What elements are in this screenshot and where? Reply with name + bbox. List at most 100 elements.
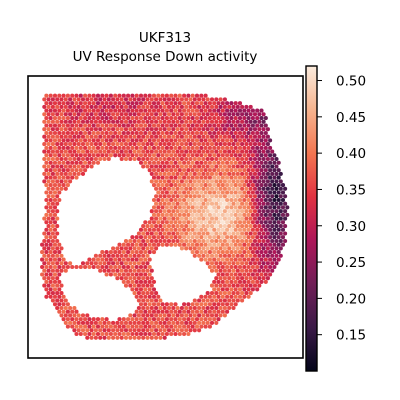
spot (207, 317, 212, 322)
spot (268, 153, 273, 158)
spot (184, 164, 189, 169)
spot (197, 238, 202, 244)
spot (80, 142, 86, 147)
spot (255, 287, 260, 292)
spot (156, 123, 161, 128)
spot (240, 216, 245, 221)
spot (68, 156, 73, 162)
spot (78, 324, 83, 329)
spot (225, 212, 230, 217)
spot (201, 127, 206, 132)
spot (158, 320, 163, 325)
spot (222, 142, 227, 147)
spot (50, 298, 55, 303)
spot (130, 130, 135, 136)
spot (173, 183, 178, 188)
spot (44, 197, 49, 203)
spot (240, 171, 245, 176)
spot (177, 93, 182, 98)
spot (130, 287, 135, 292)
spot (158, 134, 163, 139)
spot (175, 179, 180, 184)
spot (91, 153, 96, 158)
colorbar-tick-label: 0.15 (336, 328, 366, 344)
spot (63, 313, 68, 318)
spot (154, 186, 159, 191)
spot (261, 179, 266, 184)
spot (108, 145, 113, 150)
spot (46, 201, 51, 206)
spot (246, 294, 251, 299)
spot (231, 268, 236, 273)
spot (117, 257, 122, 262)
spot (179, 171, 184, 176)
spot (209, 320, 215, 325)
spot (119, 134, 124, 139)
spot (177, 220, 182, 225)
spot (233, 302, 238, 307)
spot (98, 119, 103, 124)
spot (154, 127, 159, 132)
spot (175, 164, 180, 169)
spot (154, 112, 159, 117)
spot (57, 272, 62, 277)
spot (252, 224, 258, 229)
spot (147, 130, 152, 136)
spot (171, 186, 176, 191)
spot (132, 253, 137, 258)
spot (106, 97, 111, 102)
spot (132, 127, 137, 132)
spot (134, 145, 139, 150)
spot (199, 145, 204, 150)
spot (76, 142, 81, 147)
spot (218, 313, 223, 318)
spot (248, 276, 253, 281)
spot (149, 104, 154, 109)
spot (44, 138, 49, 143)
spot (130, 324, 135, 329)
spot (164, 220, 169, 225)
spot (216, 116, 221, 121)
spot (173, 116, 178, 121)
spot (147, 324, 152, 329)
spot (164, 242, 169, 247)
spot (61, 175, 66, 180)
spot (85, 335, 90, 340)
spot (235, 253, 240, 258)
spot (276, 242, 281, 247)
spot (123, 328, 129, 333)
spot (199, 160, 204, 165)
spot (65, 302, 70, 307)
spot (164, 130, 169, 136)
spot (68, 112, 73, 117)
spot (231, 283, 236, 288)
spot (72, 119, 77, 124)
spot (276, 175, 281, 180)
spot (162, 171, 167, 176)
spot (201, 209, 206, 214)
spot (207, 257, 212, 262)
spot (216, 130, 221, 136)
spot (248, 164, 253, 169)
spot (59, 164, 64, 169)
spot (102, 119, 107, 124)
spot (197, 201, 202, 206)
spot (162, 201, 167, 206)
spot (192, 142, 197, 147)
spot (55, 149, 60, 154)
spot (171, 104, 176, 109)
spot (46, 276, 51, 281)
spot (218, 246, 223, 251)
spot (80, 149, 86, 154)
spot (225, 235, 230, 240)
spot (111, 328, 116, 333)
spot (182, 197, 187, 203)
spot (212, 205, 217, 210)
spot (229, 160, 234, 165)
spot (201, 224, 206, 229)
spot (240, 231, 245, 236)
spot (248, 104, 253, 109)
spot (136, 320, 141, 325)
spot (235, 104, 240, 109)
spot (89, 164, 94, 169)
